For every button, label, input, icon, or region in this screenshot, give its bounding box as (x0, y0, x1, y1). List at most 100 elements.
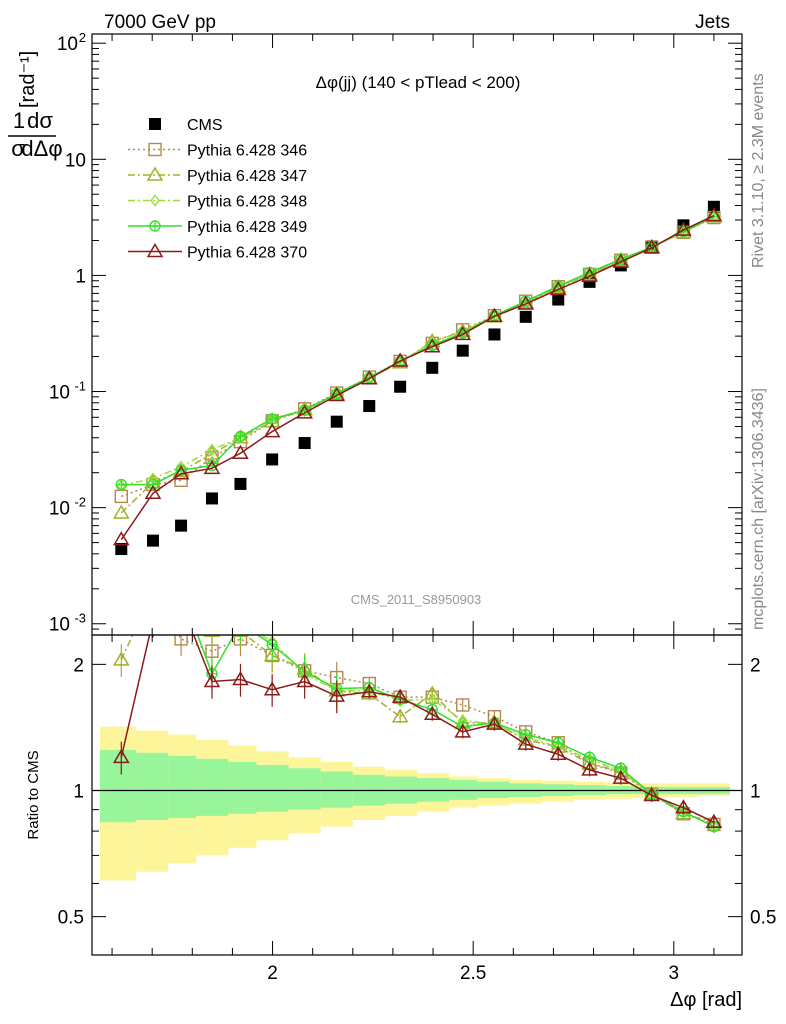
point-p370-4 (232, 444, 249, 460)
legend-label-cms: CMS (187, 117, 223, 134)
point-p349-1 (147, 478, 159, 491)
point-cms-19 (707, 200, 720, 213)
point-cms-1 (146, 534, 159, 547)
ratio-point-p370-17 (643, 786, 661, 802)
ratio-point-p346-11 (456, 698, 470, 712)
ratio-xtick-label-0: 2 (267, 963, 278, 984)
point-cms-12 (488, 328, 501, 341)
point-cms-8 (363, 400, 376, 413)
main-ylabel: 1 dσ σ dΔφ [rad⁻¹] (8, 51, 63, 161)
band-inner-6 (288, 768, 321, 810)
point-p370-14 (549, 281, 567, 296)
side-label-bottom: mcplots.cern.ch [arXiv:1306.3436] (750, 388, 767, 630)
point-p370-1 (144, 484, 162, 500)
point-p349-0 (115, 478, 127, 491)
point-cms-4 (234, 477, 247, 490)
legend-label-p349: Pythia 6.428 349 (187, 219, 307, 236)
legend-label-p348: Pythia 6.428 348 (187, 194, 307, 211)
ytick-exp-5: 2 (79, 30, 86, 45)
ratio-point-p370-13 (517, 735, 535, 750)
ytick-exp-2: -1 (74, 379, 86, 394)
ratio-point-p370-16 (612, 769, 630, 784)
ratio-point-p370-8 (360, 683, 378, 698)
legend-marker-p349 (149, 220, 161, 232)
ratio-ytick-label-right-2: 2 (750, 655, 761, 676)
ratio-ytick-label-right-1: 1 (750, 781, 761, 802)
ratio-point-p348-1 (149, 563, 157, 573)
ratio-point-p348-3 (208, 612, 216, 622)
ratio-point-p370-9 (391, 688, 409, 703)
ratio-point-p349-4 (235, 619, 245, 629)
ytick-label-3: 1 (75, 266, 86, 287)
watermark: CMS_2011_S8950903 (351, 592, 482, 607)
ratio-ytick-label-right-0: 0.5 (750, 908, 776, 929)
ytick-label-0: 10 (49, 615, 70, 636)
ytick-exp-0: -3 (74, 611, 86, 626)
point-cms-11 (456, 344, 469, 357)
ratio-point-p349-2 (176, 586, 186, 596)
ratio-point-p349-1 (148, 583, 158, 593)
ratio-point-p370-19 (705, 813, 723, 828)
ratio-point-p370-14 (549, 745, 567, 761)
legend: CMS Pythia 6.428 346 Pythia 6.428 347 Pythi… (128, 117, 307, 262)
header-left: 7000 GeV pp (104, 12, 216, 33)
ratio-line-p346 (177, 635, 715, 826)
ratio-point-p348-2 (177, 574, 185, 584)
ratio-xtick-label-2: 3 (669, 963, 680, 984)
ratio-point-p347-4 (232, 635, 249, 637)
ratio-series-p370 (112, 596, 723, 829)
ratio-ylabel: Ratio to CMS (25, 750, 42, 839)
ytick-label-4: 10 (65, 150, 86, 171)
point-p370-9 (391, 352, 409, 367)
ratio-point-p349-4-ring (235, 619, 245, 629)
band-inner-11 (449, 779, 478, 800)
legend-entry-p370: Pythia 6.428 370 (128, 243, 307, 262)
point-p370-6 (296, 404, 313, 419)
point-p370-10 (423, 338, 441, 353)
legend-marker-p347 (146, 166, 164, 181)
point-cms-9 (394, 380, 407, 393)
point-p370-0 (112, 531, 130, 546)
header-right: Jets (695, 12, 730, 33)
ytick-label-1: 10 (49, 499, 70, 520)
legend-label-p347: Pythia 6.428 347 (187, 168, 307, 185)
ylabel-one: 1 (13, 108, 25, 133)
ratio-point-p347-3 (203, 635, 221, 637)
point-cms-14 (552, 293, 565, 306)
point-p370-17 (643, 239, 661, 254)
point-p370-13 (517, 295, 535, 310)
band-inner-7 (320, 771, 353, 808)
ratio-point-p370-2 (174, 596, 188, 608)
ratio-point-p370-4 (232, 671, 249, 686)
legend-entry-p349: Pythia 6.428 349 (128, 219, 307, 236)
point-p370-19 (705, 207, 723, 222)
ytick-label-2: 10 (49, 383, 70, 404)
ratio-point-p370-11 (454, 723, 472, 738)
point-cms-3 (205, 492, 218, 505)
ratio-point-p346-0 (115, 594, 127, 606)
ratio-point-p370-12 (486, 715, 503, 730)
point-p347-0 (112, 504, 130, 519)
legend-label-p370: Pythia 6.428 370 (187, 245, 307, 262)
series-cms (115, 200, 720, 556)
ratio-point-p349-15 (583, 751, 596, 764)
ratio-point-p347-2 (174, 584, 188, 596)
band-inner-0 (100, 749, 137, 823)
point-p370-18 (675, 221, 692, 236)
ratio-plot: 0.5 0.5 1 1 2 2 2 2.5 3 (58, 558, 776, 984)
ratio-point-p348-4 (236, 619, 244, 629)
point-cms-0 (115, 543, 128, 556)
ylabel-ddphi: dΔφ (21, 136, 62, 161)
ratio-ytick-label-left-1: 1 (73, 781, 84, 802)
side-label-top: Rivet 3.1.10, ≥ 2.3M events (750, 73, 767, 268)
point-cms-2 (175, 519, 188, 532)
point-p370-3 (203, 459, 221, 475)
ratio-point-p348-0 (117, 558, 125, 568)
ratio-xtick-label-1: 2.5 (460, 963, 486, 984)
point-p349-4 (234, 430, 247, 443)
ratio-point-p370-10 (423, 705, 441, 721)
band-inner-5 (256, 765, 289, 812)
ratio-point-p370-15 (581, 761, 598, 776)
ratio-point-p349-1-ring (148, 583, 158, 593)
